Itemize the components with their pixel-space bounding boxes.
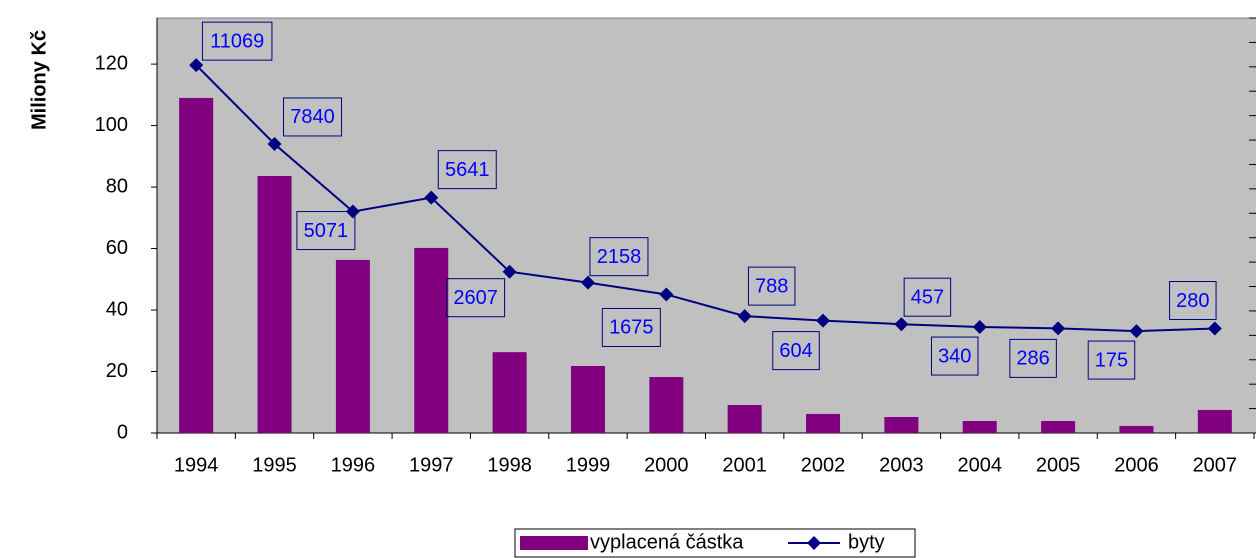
x-tick-label: 1997 [409,454,454,476]
bar [570,365,605,433]
data-label: 457 [911,286,944,308]
marker [580,275,595,290]
data-label: 11069 [210,30,264,52]
data-label-box [283,97,343,137]
marker [894,317,909,332]
data-label: 7840 [290,106,335,128]
data-label-box [437,150,497,190]
legend-label: vyplacená částka [590,531,744,553]
legend-label: byty [848,531,885,553]
y-tick-label: 120 [95,52,128,74]
bar [1197,409,1232,433]
marker [189,58,204,73]
bar [1119,425,1154,433]
y-axis-title: Miliony Kč [28,30,50,130]
y-tick-label: 80 [106,175,128,197]
legend-marker [807,536,821,550]
data-label: 788 [755,275,788,297]
bar [414,247,449,433]
y-tick-label: 0 [117,421,128,443]
data-label-box [446,278,506,318]
data-label: 2158 [597,246,642,268]
bar [257,176,292,434]
bar [335,259,370,433]
data-label-box [601,307,661,347]
bar [806,413,841,433]
data-label-box [1009,338,1057,378]
marker [1051,321,1066,336]
bar [1041,421,1076,433]
marker [424,190,439,205]
data-label-box [1087,340,1136,380]
data-label: 2607 [453,287,498,309]
bar [649,377,684,433]
data-label-box [1169,281,1217,321]
data-label-box [903,277,952,317]
legend-swatch [520,536,588,550]
y-tick-label: 20 [106,360,128,382]
x-tick-label: 2007 [1193,454,1238,476]
marker [816,313,831,328]
x-tick-label: 1998 [487,454,532,476]
data-label-box [201,21,273,61]
data-label-box [931,336,979,376]
data-label: 340 [938,345,971,367]
bar [727,405,762,433]
marker [502,264,517,279]
x-tick-label: 1996 [331,454,376,476]
data-label-box [589,237,649,277]
x-tick-label: 2001 [722,454,767,476]
data-label: 286 [1016,348,1049,370]
marker [1129,324,1144,339]
x-tick-label: 1999 [566,454,611,476]
x-tick-label: 2002 [801,454,846,476]
bar [962,421,997,433]
marker [1207,321,1222,336]
marker [659,287,674,302]
x-tick-label: 1994 [174,454,219,476]
bar [179,97,214,433]
data-label-box [772,331,820,371]
x-tick-label: 2003 [879,454,924,476]
marker [267,136,282,151]
data-label: 5641 [445,159,490,181]
x-tick-label: 2005 [1036,454,1081,476]
data-label: 280 [1176,290,1209,312]
x-tick-label: 2004 [958,454,1003,476]
marker [972,320,987,335]
x-tick-label: 2006 [1114,454,1159,476]
data-label-box [747,266,796,306]
marker [737,309,752,324]
data-label-box [296,211,356,251]
x-tick-label: 2000 [644,454,689,476]
bar [884,417,919,433]
y-tick-label: 60 [106,237,128,259]
data-label: 5071 [304,220,349,242]
y-tick-label: 100 [95,114,128,136]
line [195,64,1215,333]
bar [492,352,527,433]
data-label: 604 [779,340,812,362]
data-label: 175 [1095,349,1128,371]
data-label: 1675 [609,317,654,339]
y-tick-label: 40 [106,298,128,320]
x-tick-label: 1995 [252,454,297,476]
